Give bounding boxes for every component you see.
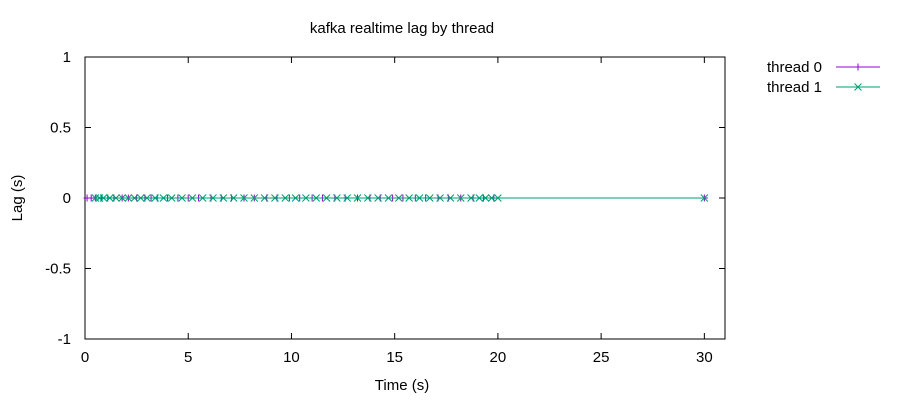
data-point: [159, 194, 168, 202]
data-point: [105, 194, 114, 202]
y-tick-label: -1: [58, 331, 71, 348]
legend-marker: [854, 63, 862, 71]
data-point: [118, 194, 127, 202]
data-point: [487, 194, 496, 202]
legend-item: thread 0: [767, 59, 880, 76]
y-tick-label: -0.5: [45, 261, 71, 278]
x-axis-label: Time (s): [375, 377, 429, 394]
data-point: [302, 194, 310, 202]
y-tick-label: 1: [63, 49, 71, 66]
legend-item: thread 1: [767, 79, 880, 96]
series-layer: [83, 194, 709, 202]
x-tick-label: 30: [696, 349, 713, 366]
x-axis: 0 5 10 15 20 25 30: [81, 57, 713, 366]
data-point: [99, 194, 108, 202]
y-tick-label: 0: [63, 190, 71, 207]
legend-marker: [854, 83, 862, 91]
data-point: [475, 194, 484, 202]
data-point: [700, 194, 709, 202]
x-tick-label: 25: [593, 349, 610, 366]
data-point: [167, 194, 176, 202]
data-point: [456, 194, 465, 202]
data-point: [384, 194, 393, 202]
data-point: [353, 194, 362, 202]
legend-label: thread 1: [767, 79, 822, 96]
x-tick-label: 5: [184, 349, 192, 366]
data-point: [229, 194, 238, 202]
x-tick-label: 0: [81, 349, 89, 366]
legend: thread 0 thread 1: [767, 59, 880, 96]
data-point: [271, 194, 279, 202]
chart-title: kafka realtime lag by thread: [310, 20, 494, 37]
data-point: [374, 194, 383, 202]
data-point: [467, 194, 475, 202]
data-point: [481, 194, 490, 202]
data-point: [240, 194, 248, 202]
data-point: [291, 194, 300, 202]
data-point: [260, 194, 269, 202]
data-point: [494, 194, 502, 202]
data-point: [415, 194, 424, 202]
series-1: [91, 194, 709, 202]
data-point: [124, 194, 133, 202]
data-point: [281, 194, 290, 202]
data-point: [250, 194, 259, 202]
data-point: [136, 194, 145, 202]
data-point: [143, 194, 151, 202]
y-tick-label: 0.5: [50, 120, 71, 137]
data-point: [151, 194, 160, 202]
x-tick-label: 20: [490, 349, 507, 366]
data-point: [363, 194, 372, 202]
legend-label: thread 0: [767, 59, 822, 76]
data-point: [312, 194, 321, 202]
data-point: [112, 194, 120, 202]
data-point: [343, 194, 352, 202]
data-point: [322, 194, 331, 202]
x-tick-label: 10: [283, 349, 300, 366]
data-point: [394, 194, 403, 202]
data-point: [188, 194, 197, 202]
data-point: [130, 194, 139, 202]
data-point: [425, 194, 434, 202]
x-tick-label: 15: [386, 349, 403, 366]
data-point: [446, 194, 455, 202]
data-point: [198, 194, 207, 202]
y-axis-label: Lag (s): [9, 175, 26, 222]
data-point: [405, 194, 413, 202]
data-point: [333, 194, 341, 202]
data-point: [219, 194, 228, 202]
data-point: [209, 194, 217, 202]
data-point: [178, 194, 186, 202]
data-point: [436, 194, 444, 202]
